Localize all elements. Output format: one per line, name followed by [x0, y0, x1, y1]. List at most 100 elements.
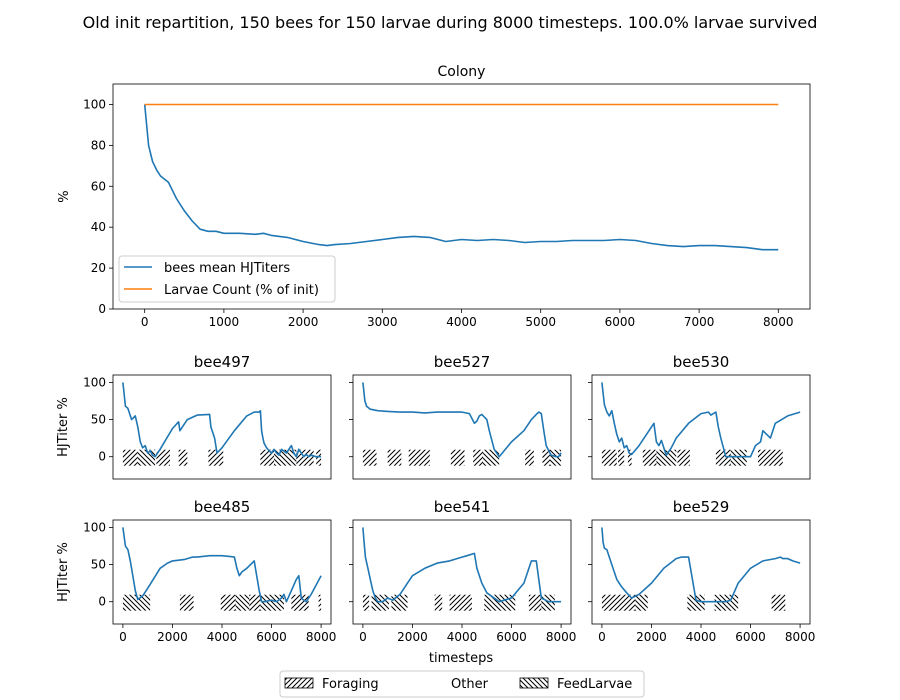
- x-tick-label: 8000: [546, 630, 577, 644]
- activity-bar-foraging: [318, 594, 322, 611]
- activity-bar-feedlarvae: [635, 594, 648, 611]
- activity-bar-foraging: [387, 449, 402, 466]
- activity-bar-feedlarvae: [483, 449, 500, 466]
- activity-bar-foraging: [179, 594, 194, 611]
- activity-bar-foraging: [296, 449, 314, 466]
- x-tick-label: 0: [359, 630, 367, 644]
- x-tick-label: 8000: [763, 315, 794, 329]
- x-tick-label: 6000: [605, 315, 636, 329]
- x-tick-label: 8000: [785, 630, 816, 644]
- activity-bar-feedlarvae: [731, 594, 739, 611]
- activity-bar-foraging: [208, 449, 224, 466]
- colony-legend-frame: [118, 255, 336, 303]
- activity-bar-foraging: [450, 449, 465, 466]
- activity-bar-feedlarvae: [714, 594, 732, 611]
- subplot-title: Colony: [438, 64, 486, 80]
- colony-legend: bees mean HJTiters Larvae Count (% of ini…: [118, 255, 336, 303]
- activity-bar-foraging: [362, 594, 370, 611]
- y-tick-label: 100: [83, 375, 106, 389]
- axes-frame: [112, 519, 332, 625]
- x-tick-label: 2000: [288, 315, 319, 329]
- subplot-title: bee529: [673, 498, 730, 516]
- figure-legend-frame: [279, 670, 645, 698]
- axes-frame: [112, 374, 332, 480]
- y-tick-label: 60: [91, 179, 106, 193]
- y-axis-label: HJTiter %: [56, 397, 71, 457]
- activity-bar-foraging: [122, 449, 138, 466]
- activity-bar-foraging: [601, 449, 617, 466]
- legend-label-foraging: Foraging: [322, 677, 379, 692]
- activity-bar-feedlarvae: [549, 449, 562, 466]
- shared-x-axis-label: timesteps: [429, 651, 493, 666]
- subplot-bee527: bee527: [349, 353, 572, 480]
- x-tick-label: 0: [141, 315, 149, 329]
- y-axis-label: HJTiter %: [56, 542, 71, 602]
- legend-swatch-foraging: [284, 677, 314, 689]
- x-tick-label: 8000: [306, 630, 337, 644]
- legend-series-label: Larvae Count (% of init): [164, 283, 319, 298]
- y-tick-label: 0: [98, 302, 106, 316]
- y-tick-label: 50: [91, 558, 106, 572]
- y-tick-label: 20: [91, 261, 106, 275]
- figure-legend: Foraging Other FeedLarvae: [279, 670, 645, 698]
- x-tick-label: 5000: [525, 315, 556, 329]
- series-line-primary: [122, 527, 322, 603]
- activity-bar-foraging: [434, 594, 443, 611]
- x-tick-label: 2000: [636, 630, 667, 644]
- x-tick-label: 6000: [496, 630, 527, 644]
- y-tick-label: 50: [91, 413, 106, 427]
- axes-frame: [112, 83, 811, 310]
- legend-series-label: bees mean HJTiters: [164, 261, 290, 276]
- series-line-primary: [143, 104, 779, 251]
- activity-bar-feedlarvae: [137, 449, 156, 466]
- subplot-bee529: bee529 0 2000 4000 6000 8000: [588, 498, 815, 644]
- series-line-primary: [362, 382, 562, 458]
- series-line-primary: [601, 527, 801, 603]
- axes-frame: [352, 519, 572, 625]
- y-axis-label: %: [57, 190, 72, 202]
- activity-bar-foraging: [528, 594, 542, 611]
- activity-bar-foraging: [316, 449, 322, 466]
- x-tick-label: 3000: [367, 315, 398, 329]
- activity-bar-foraging: [525, 449, 534, 466]
- activity-bar-foraging: [220, 594, 236, 611]
- activity-bar-foraging: [715, 449, 731, 466]
- activity-bar-feedlarvae: [122, 594, 151, 611]
- x-tick-label: 4000: [686, 630, 717, 644]
- activity-bar-feedlarvae: [391, 594, 408, 611]
- axes-frame: [352, 374, 572, 480]
- x-tick-label: 2000: [397, 630, 428, 644]
- activity-bar-foraging: [473, 449, 484, 466]
- activity-bar-foraging: [642, 449, 657, 466]
- activity-bar-foraging: [771, 594, 786, 611]
- series-line-primary: [362, 527, 562, 603]
- subplot-bee530: bee530: [588, 353, 811, 480]
- y-tick-label: 0: [98, 450, 106, 464]
- x-tick-label: 1000: [209, 315, 240, 329]
- x-tick-label: 0: [598, 630, 606, 644]
- legend-label-other: Other: [451, 677, 489, 692]
- activity-bar-foraging: [677, 449, 690, 466]
- activity-bar-foraging: [618, 449, 625, 466]
- x-tick-label: 4000: [447, 630, 478, 644]
- activity-bar-foraging: [757, 449, 783, 466]
- axes-frame: [591, 519, 811, 625]
- x-tick-label: 2000: [157, 630, 188, 644]
- activity-bar-foraging: [627, 449, 632, 466]
- activity-bar-feedlarvae: [260, 594, 284, 611]
- legend-label-feedlarvae: FeedLarvae: [557, 677, 632, 692]
- activity-bar-foraging: [260, 449, 275, 466]
- activity-bar-feedlarvae: [656, 449, 677, 466]
- subplot-title: bee527: [434, 353, 491, 371]
- activity-bar-feedlarvae: [235, 594, 250, 611]
- activity-bar-feedlarvae: [484, 594, 516, 611]
- x-tick-label: 4000: [446, 315, 477, 329]
- x-tick-label: 6000: [256, 630, 287, 644]
- subplot-bee485: bee485 HJTiter % 0 50 100 0 2000 4000 6000 8000: [56, 498, 336, 644]
- activity-bar-foraging: [601, 594, 636, 611]
- y-tick-label: 0: [98, 595, 106, 609]
- y-tick-label: 80: [91, 138, 106, 152]
- subplot-bee541: bee541 0 2000 4000 6000 8000: [349, 498, 576, 644]
- activity-bar-foraging: [362, 449, 377, 466]
